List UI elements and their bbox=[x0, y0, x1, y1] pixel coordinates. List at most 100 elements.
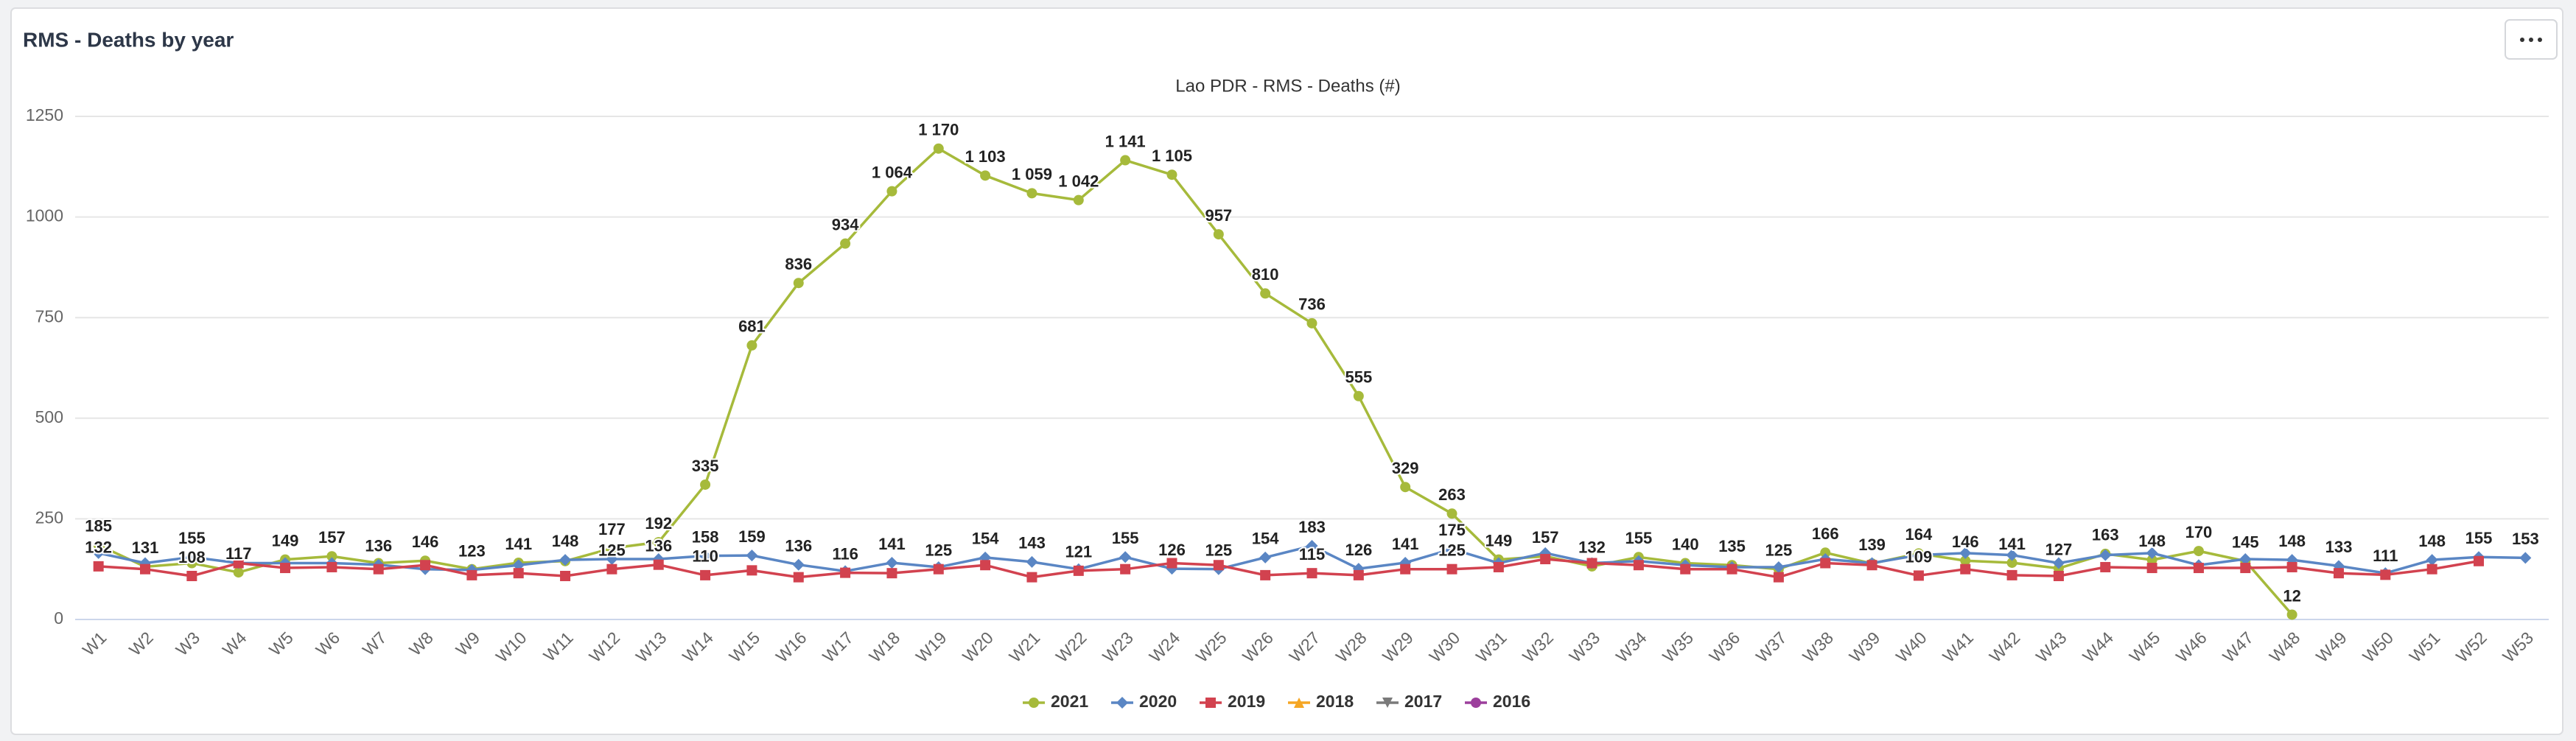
data-label: 329 bbox=[1392, 459, 1419, 477]
data-label: 185 bbox=[85, 517, 112, 535]
marker bbox=[559, 554, 572, 566]
data-label: 110 bbox=[692, 547, 718, 566]
data-label: 681 bbox=[738, 317, 766, 336]
data-label: 123 bbox=[458, 542, 486, 561]
data-label: 108 bbox=[178, 548, 206, 566]
marker bbox=[1400, 482, 1411, 493]
marker bbox=[1026, 555, 1038, 568]
legend-label: 2016 bbox=[1493, 692, 1530, 711]
marker bbox=[980, 170, 991, 181]
marker bbox=[746, 340, 757, 351]
marker bbox=[2286, 609, 2297, 620]
marker bbox=[606, 553, 618, 566]
marker bbox=[1820, 547, 1831, 558]
marker bbox=[699, 549, 712, 562]
data-label: 125 bbox=[925, 541, 952, 560]
marker bbox=[2519, 552, 2532, 564]
marker bbox=[2053, 570, 2064, 581]
marker bbox=[1213, 229, 1224, 240]
marker bbox=[1213, 560, 1224, 571]
marker bbox=[2146, 547, 2158, 559]
marker bbox=[1959, 547, 1972, 559]
legend-label: 2018 bbox=[1316, 692, 1354, 711]
data-label: 148 bbox=[2278, 532, 2306, 550]
marker bbox=[1119, 551, 1132, 563]
y-tick-label: 1000 bbox=[26, 206, 63, 225]
data-label: 136 bbox=[365, 537, 392, 555]
marker bbox=[280, 563, 291, 574]
marker bbox=[840, 238, 851, 249]
data-label: 125 bbox=[598, 541, 626, 560]
marker bbox=[2426, 554, 2438, 566]
marker bbox=[1166, 169, 1177, 180]
data-label: 140 bbox=[1672, 535, 1699, 553]
marker bbox=[2380, 569, 2391, 580]
menu-dot[interactable] bbox=[2520, 38, 2524, 42]
marker bbox=[1073, 194, 1084, 206]
data-label: 136 bbox=[785, 537, 812, 555]
marker bbox=[1633, 560, 1644, 571]
menu-button[interactable] bbox=[2505, 19, 2558, 60]
marker bbox=[746, 565, 757, 576]
data-label: 12 bbox=[2283, 586, 2300, 605]
marker bbox=[2333, 568, 2344, 579]
marker bbox=[2146, 555, 2157, 566]
marker bbox=[1446, 508, 1457, 519]
marker bbox=[886, 186, 897, 197]
data-label: 154 bbox=[972, 530, 999, 548]
data-label: 141 bbox=[1998, 535, 2026, 553]
data-label: 116 bbox=[832, 544, 858, 563]
marker bbox=[1026, 188, 1037, 199]
marker bbox=[1913, 570, 1924, 581]
marker bbox=[2239, 553, 2252, 566]
marker bbox=[92, 547, 105, 559]
marker bbox=[1073, 565, 1084, 576]
data-label: 153 bbox=[2512, 530, 2539, 548]
marker bbox=[2099, 549, 2112, 561]
data-label: 810 bbox=[1252, 265, 1279, 284]
marker bbox=[2426, 563, 2437, 575]
series-line bbox=[98, 558, 2479, 579]
marker bbox=[1446, 563, 1457, 575]
menu-dot[interactable] bbox=[2538, 38, 2542, 42]
marker bbox=[700, 569, 711, 580]
data-label: 157 bbox=[318, 528, 346, 547]
data-label: 125 bbox=[1438, 541, 1466, 560]
legend-label: 2017 bbox=[1404, 692, 1442, 711]
marker bbox=[886, 556, 898, 569]
marker bbox=[1260, 288, 1271, 299]
legend-marker bbox=[1471, 698, 1481, 708]
y-tick-label: 500 bbox=[35, 407, 63, 426]
menu-dot[interactable] bbox=[2529, 38, 2533, 42]
data-label: 183 bbox=[1298, 518, 1326, 536]
y-tick-label: 1250 bbox=[26, 105, 63, 124]
data-label: 135 bbox=[1718, 537, 1746, 555]
marker bbox=[840, 567, 851, 578]
data-label: 148 bbox=[2138, 532, 2166, 550]
card-title: RMS - Deaths by year bbox=[23, 28, 234, 51]
data-label: 736 bbox=[1298, 295, 1326, 314]
data-label: 139 bbox=[1858, 535, 1886, 554]
marker bbox=[1026, 572, 1037, 583]
data-label: 109 bbox=[1905, 547, 1933, 566]
data-label: 146 bbox=[412, 533, 439, 551]
y-tick-label: 750 bbox=[35, 306, 63, 326]
marker bbox=[140, 563, 151, 575]
marker bbox=[2473, 555, 2484, 566]
marker bbox=[606, 543, 617, 554]
data-label: 154 bbox=[1252, 530, 1279, 548]
data-label: 133 bbox=[2325, 538, 2353, 556]
marker bbox=[2193, 563, 2204, 574]
marker bbox=[1912, 549, 1925, 561]
marker bbox=[186, 558, 197, 569]
data-label: 1 059 bbox=[1012, 165, 1052, 183]
marker bbox=[653, 537, 664, 548]
marker bbox=[1166, 558, 1177, 569]
data-label: 155 bbox=[2465, 529, 2493, 547]
data-label: 125 bbox=[1205, 541, 1232, 560]
marker bbox=[1353, 569, 1364, 580]
data-label: 164 bbox=[1905, 525, 1933, 544]
data-label: 115 bbox=[1299, 545, 1326, 563]
data-label: 117 bbox=[225, 544, 252, 563]
